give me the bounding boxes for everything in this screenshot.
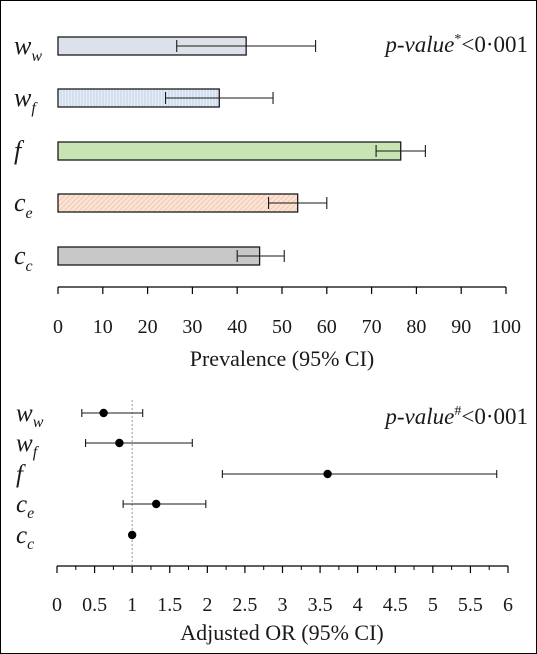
- odds-ratio-point-2: [323, 469, 332, 479]
- odds-ratio-p-value-annotation: p-value#<0·001: [383, 404, 528, 429]
- prevalence-category-label-0: ww: [14, 31, 42, 65]
- odds-ratio-tick-label-6: 3: [278, 594, 288, 616]
- prevalence-p-value-annotation: p-value*<0·001: [383, 32, 528, 57]
- prevalence-tick-label-10: 100: [491, 316, 521, 338]
- odds-ratio-ci-2: [221, 470, 498, 478]
- odds-ratio-point-3: [152, 499, 161, 509]
- prevalence-category-label-3: ce: [14, 188, 33, 222]
- prevalence-error-bars: [164, 40, 426, 262]
- prevalence-tick-label-6: 60: [317, 316, 337, 338]
- prevalence-x-axis-title: Prevalence (95% CI): [190, 346, 374, 371]
- prevalence-tick-label-5: 50: [272, 316, 292, 338]
- prevalence-category-label-4: cc: [14, 241, 33, 275]
- prevalence-bar-4: [57, 246, 261, 266]
- odds-ratio-point-0: [99, 408, 108, 418]
- odds-ratio-points: [99, 408, 332, 540]
- prevalence-bar-3: [57, 193, 299, 213]
- prevalence-error-bar-1: [164, 92, 274, 104]
- prevalence-category-labels: ww wf f ce cc: [14, 31, 42, 275]
- prevalence-bars: [57, 36, 402, 266]
- prevalence-chart: 0 10 20 30 40 50 60 70 80 90 100 ww wf f ce cc Prevale…: [14, 31, 528, 371]
- prevalence-tick-label-1: 10: [93, 316, 113, 338]
- odds-ratio-category-label-1: wf: [16, 430, 40, 461]
- odds-ratio-confidence-intervals: [81, 409, 498, 508]
- odds-ratio-category-label-0: ww: [16, 400, 44, 431]
- prevalence-category-label-1: wf: [14, 83, 38, 117]
- prevalence-error-bar-3: [268, 197, 328, 209]
- odds-ratio-tick-label-1: 0.5: [82, 594, 107, 616]
- prevalence-error-bar-4: [236, 250, 285, 262]
- prevalence-tick-label-2: 20: [138, 316, 158, 338]
- odds-ratio-tick-label-2: 1: [127, 594, 137, 616]
- prevalence-error-bar-2: [375, 145, 426, 157]
- prevalence-error-bar-0: [176, 40, 317, 52]
- odds-ratio-tick-label-3: 1.5: [157, 594, 182, 616]
- odds-ratio-tick-label-5: 2.5: [232, 594, 257, 616]
- odds-ratio-tick-label-11: 5.5: [458, 594, 483, 616]
- odds-ratio-ci-1: [85, 439, 193, 447]
- odds-ratio-tick-label-9: 4.5: [383, 594, 408, 616]
- odds-ratio-tick-label-10: 5: [428, 594, 438, 616]
- prevalence-tick-label-3: 30: [182, 316, 202, 338]
- odds-ratio-tick-label-12: 6: [503, 594, 513, 616]
- odds-ratio-tick-label-8: 4: [353, 594, 363, 616]
- odds-ratio-point-4: [127, 530, 137, 540]
- prevalence-tick-label-4: 40: [227, 316, 247, 338]
- prevalence-x-axis: 0 10 20 30 40 50 60 70 80 90 100: [53, 286, 521, 338]
- odds-ratio-tick-label-4: 2: [202, 594, 212, 616]
- prevalence-bar-2: [57, 141, 402, 161]
- odds-ratio-tick-label-7: 3.5: [308, 594, 333, 616]
- prevalence-category-label-2: f: [14, 136, 25, 165]
- odds-ratio-x-axis-title: Adjusted OR (95% CI): [180, 620, 383, 645]
- odds-ratio-x-axis: 0 0.5 1 1.5 2 2.5 3 3.5 4 4.5 5 5.5 6: [52, 565, 513, 616]
- odds-ratio-category-label-4: cc: [16, 522, 34, 553]
- prevalence-tick-label-7: 70: [362, 316, 382, 338]
- odds-ratio-ci-3: [122, 500, 207, 508]
- odds-ratio-point-1: [115, 438, 124, 448]
- prevalence-tick-label-9: 90: [451, 316, 471, 338]
- odds-ratio-category-label-3: ce: [16, 491, 34, 522]
- odds-ratio-ci-0: [81, 409, 144, 417]
- odds-ratio-tick-label-0: 0: [52, 594, 62, 616]
- prevalence-tick-label-8: 80: [406, 316, 426, 338]
- odds-ratio-category-label-2: f: [16, 461, 26, 488]
- prevalence-tick-label-0: 0: [53, 316, 63, 338]
